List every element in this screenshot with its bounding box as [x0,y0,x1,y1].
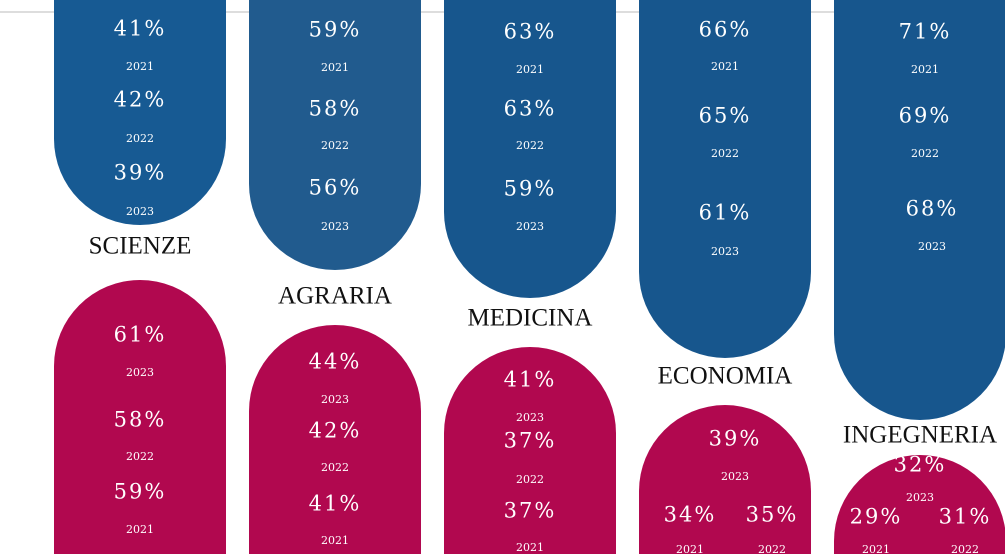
bottom-value: 35% [746,503,799,527]
bottom-pill [834,455,1005,554]
top-pill [639,0,811,358]
top-value: 41% [114,17,167,41]
bottom-value: 58% [114,408,167,432]
top-value: 61% [699,201,752,225]
top-pill [249,0,421,270]
top-year: 2021 [711,60,739,73]
top-year: 2023 [321,220,349,233]
top-pill [444,0,616,298]
bottom-year: 2021 [516,541,544,554]
top-year: 2023 [918,240,946,253]
top-year: 2023 [516,220,544,233]
top-year: 2021 [321,61,349,74]
top-value: 63% [504,97,557,121]
bottom-value: 37% [504,499,557,523]
top-pill [54,0,226,225]
bottom-pill [249,325,421,554]
bottom-pill [54,280,226,554]
top-year: 2023 [126,205,154,218]
bottom-year: 2022 [126,450,154,463]
top-year: 2022 [321,139,349,152]
top-value: 42% [114,88,167,112]
bottom-year: 2022 [516,473,544,486]
bottom-value: 44% [309,350,362,374]
bottom-value: 37% [504,429,557,453]
top-value: 39% [114,161,167,185]
bottom-year: 2023 [321,393,349,406]
column-label: ECONOMIA [658,363,793,390]
top-value: 69% [899,104,952,128]
top-value: 68% [906,197,959,221]
bottom-year: 2023 [516,411,544,424]
bottom-value: 42% [309,419,362,443]
top-year: 2022 [911,147,939,160]
bottom-year: 2021 [321,534,349,547]
top-value: 59% [309,18,362,42]
bottom-value: 41% [504,368,557,392]
top-value: 65% [699,104,752,128]
bottom-value: 34% [664,503,717,527]
top-value: 58% [309,97,362,121]
bottom-year: 2021 [676,543,704,554]
top-year: 2022 [126,132,154,145]
column-label: INGEGNERIA [843,422,997,449]
bottom-value: 39% [709,427,762,451]
top-year: 2021 [126,60,154,73]
bottom-value: 59% [114,480,167,504]
bottom-value: 31% [939,505,992,529]
bottom-pill [639,405,811,554]
bottom-value: 41% [309,492,362,516]
bottom-year: 2022 [951,543,979,554]
top-year: 2023 [711,245,739,258]
bottom-year: 2021 [862,543,890,554]
top-value: 63% [504,20,557,44]
top-pill [834,0,1005,420]
top-value: 59% [504,177,557,201]
bottom-year: 2023 [721,470,749,483]
bottom-year: 2023 [906,491,934,504]
column-label: SCIENZE [89,233,192,260]
bottom-year: 2022 [321,461,349,474]
top-year: 2022 [711,147,739,160]
bottom-year: 2023 [126,366,154,379]
bottom-year: 2021 [126,523,154,536]
bottom-value: 61% [114,323,167,347]
top-value: 71% [899,20,952,44]
bottom-value: 32% [894,453,947,477]
top-value: 66% [699,18,752,42]
top-year: 2022 [516,139,544,152]
column-label: MEDICINA [468,305,593,332]
top-year: 2021 [911,63,939,76]
top-value: 56% [309,176,362,200]
top-year: 2021 [516,63,544,76]
bottom-pill [444,347,616,554]
bottom-value: 29% [850,505,903,529]
column-label: AGRARIA [278,283,392,310]
bottom-year: 2022 [758,543,786,554]
